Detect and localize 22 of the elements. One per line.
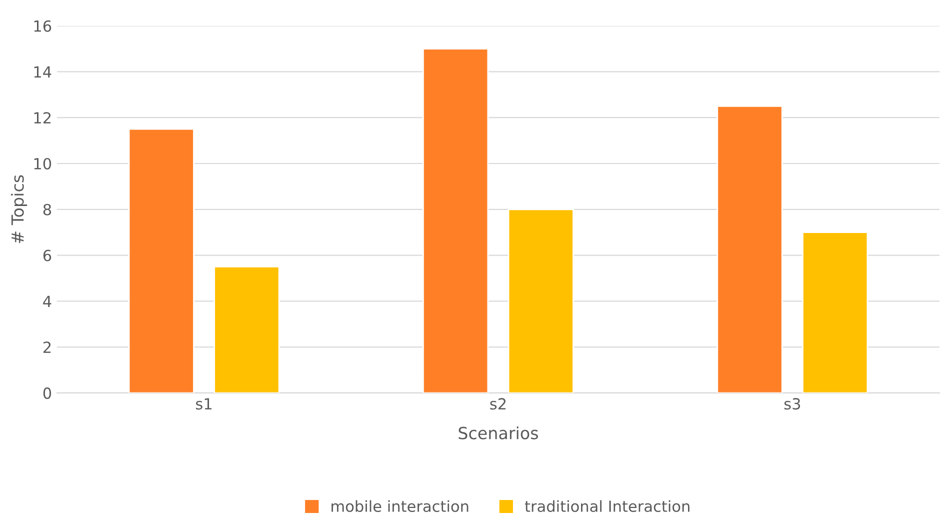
y-tick-label: 16 [34, 20, 52, 32]
y-tick-label: 6 [43, 250, 52, 262]
x-tick-label: s3 [784, 398, 800, 410]
legend-label: mobile interaction [332, 500, 468, 512]
y-tick-label: 12 [34, 112, 51, 124]
x-axis-title: Scenarios [458, 426, 538, 440]
y-tick-label: 8 [43, 204, 52, 216]
x-tick-label: s1 [196, 398, 212, 410]
y-tick-label: 4 [43, 296, 52, 307]
legend-label: traditional Interaction [524, 500, 690, 512]
bar [716, 105, 783, 393]
bar [802, 232, 868, 393]
y-tick-label: 14 [34, 66, 52, 78]
y-tick-label: 2 [43, 342, 51, 353]
y-tick-label: 0 [43, 387, 52, 399]
bar [128, 128, 194, 393]
bar [508, 208, 574, 393]
bar [422, 48, 489, 393]
y-axis-title: # Topics [10, 175, 28, 244]
y-tick-label: 10 [34, 158, 52, 170]
bar [214, 266, 280, 393]
x-tick-label: s2 [490, 398, 506, 410]
